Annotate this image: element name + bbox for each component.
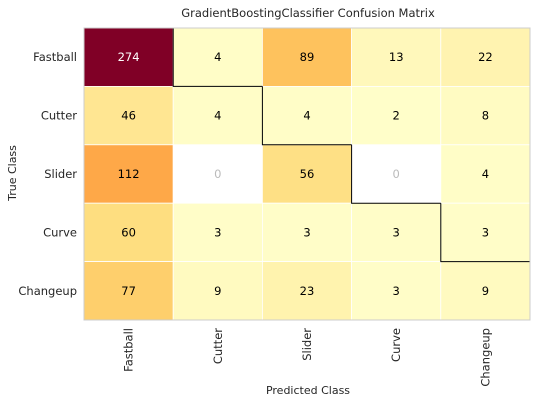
cell-value-label: 9 — [482, 284, 489, 298]
heatmap-cell — [261, 144, 352, 204]
x-tick-label: Slider — [300, 328, 314, 361]
chart-title: GradientBoostingClassifier Confusion Mat… — [181, 6, 435, 20]
heatmap-cell — [172, 261, 263, 321]
heatmap-cell — [172, 27, 263, 87]
plot-border — [83, 27, 531, 321]
y-tick-label: Slider — [44, 167, 77, 181]
heatmap-cell — [351, 144, 442, 204]
heatmap-cell — [83, 261, 174, 321]
cell-value-label: 77 — [121, 284, 136, 298]
cell-value-label: 89 — [300, 50, 315, 64]
cell-value-label: 4 — [214, 109, 221, 123]
y-axis-label: True Class — [6, 145, 19, 202]
cell-value-label: 8 — [482, 109, 489, 123]
x-tick-label: Changeup — [478, 328, 492, 387]
cell-value-label: 4 — [303, 109, 310, 123]
cell-value-label: 23 — [300, 284, 315, 298]
cell-value-label: 4 — [214, 50, 221, 64]
cell-value-label: 3 — [214, 225, 221, 239]
heatmap-cell — [83, 86, 174, 146]
cell-value-label: 13 — [389, 50, 404, 64]
cell-value-labels: 274 4 89 13 22 46 4 4 2 8 112 0 56 0 4 60 3 3 3 3 77 9 23 3 9 — [118, 50, 493, 298]
y-tick-label: Curve — [43, 225, 77, 239]
cell-value-label: 3 — [482, 225, 489, 239]
y-tick-label: Fastball — [33, 50, 77, 64]
heatmap-cell — [440, 144, 531, 204]
cell-value-label: 4 — [482, 167, 489, 181]
heatmap-cells — [83, 27, 531, 321]
heatmap-cell — [172, 144, 263, 204]
x-tick-label: Cutter — [211, 328, 225, 364]
heatmap-cell — [440, 86, 531, 146]
heatmap-cell — [172, 202, 263, 262]
y-tick-label: Cutter — [41, 109, 77, 123]
cell-value-label: 46 — [121, 109, 136, 123]
y-axis-ticks: Fastball Cutter Slider Curve Changeup — [18, 50, 77, 298]
cell-value-label: 3 — [303, 225, 310, 239]
cell-value-label: 112 — [118, 167, 140, 181]
heatmap-cell — [440, 202, 531, 262]
x-axis-label: Predicted Class — [266, 384, 350, 397]
y-tick-label: Changeup — [18, 284, 77, 298]
cell-value-label: 56 — [300, 167, 315, 181]
cell-value-label: 3 — [393, 225, 400, 239]
cell-value-label: 2 — [393, 109, 400, 123]
heatmap-cell — [440, 261, 531, 321]
heatmap-cell — [351, 202, 442, 262]
x-tick-label: Fastball — [122, 328, 136, 372]
cell-value-label: 60 — [121, 225, 136, 239]
heatmap-cell — [83, 27, 174, 87]
cell-value-label: 9 — [214, 284, 221, 298]
diagonal-outline — [172, 28, 530, 263]
heatmap-cell — [440, 27, 531, 87]
cell-value-label: 3 — [393, 284, 400, 298]
cell-value-label: 0 — [393, 167, 400, 181]
heatmap-cell — [351, 27, 442, 87]
diagonal-outline-path — [172, 28, 530, 263]
heatmap-cell — [261, 202, 352, 262]
x-axis-ticks: Fastball Cutter Slider Curve Changeup — [122, 328, 493, 387]
cell-value-label: 22 — [478, 50, 493, 64]
heatmap-cell — [261, 261, 352, 321]
cell-value-label: 274 — [118, 50, 140, 64]
cell-value-label: 0 — [214, 167, 221, 181]
x-tick-label: Curve — [389, 328, 403, 362]
